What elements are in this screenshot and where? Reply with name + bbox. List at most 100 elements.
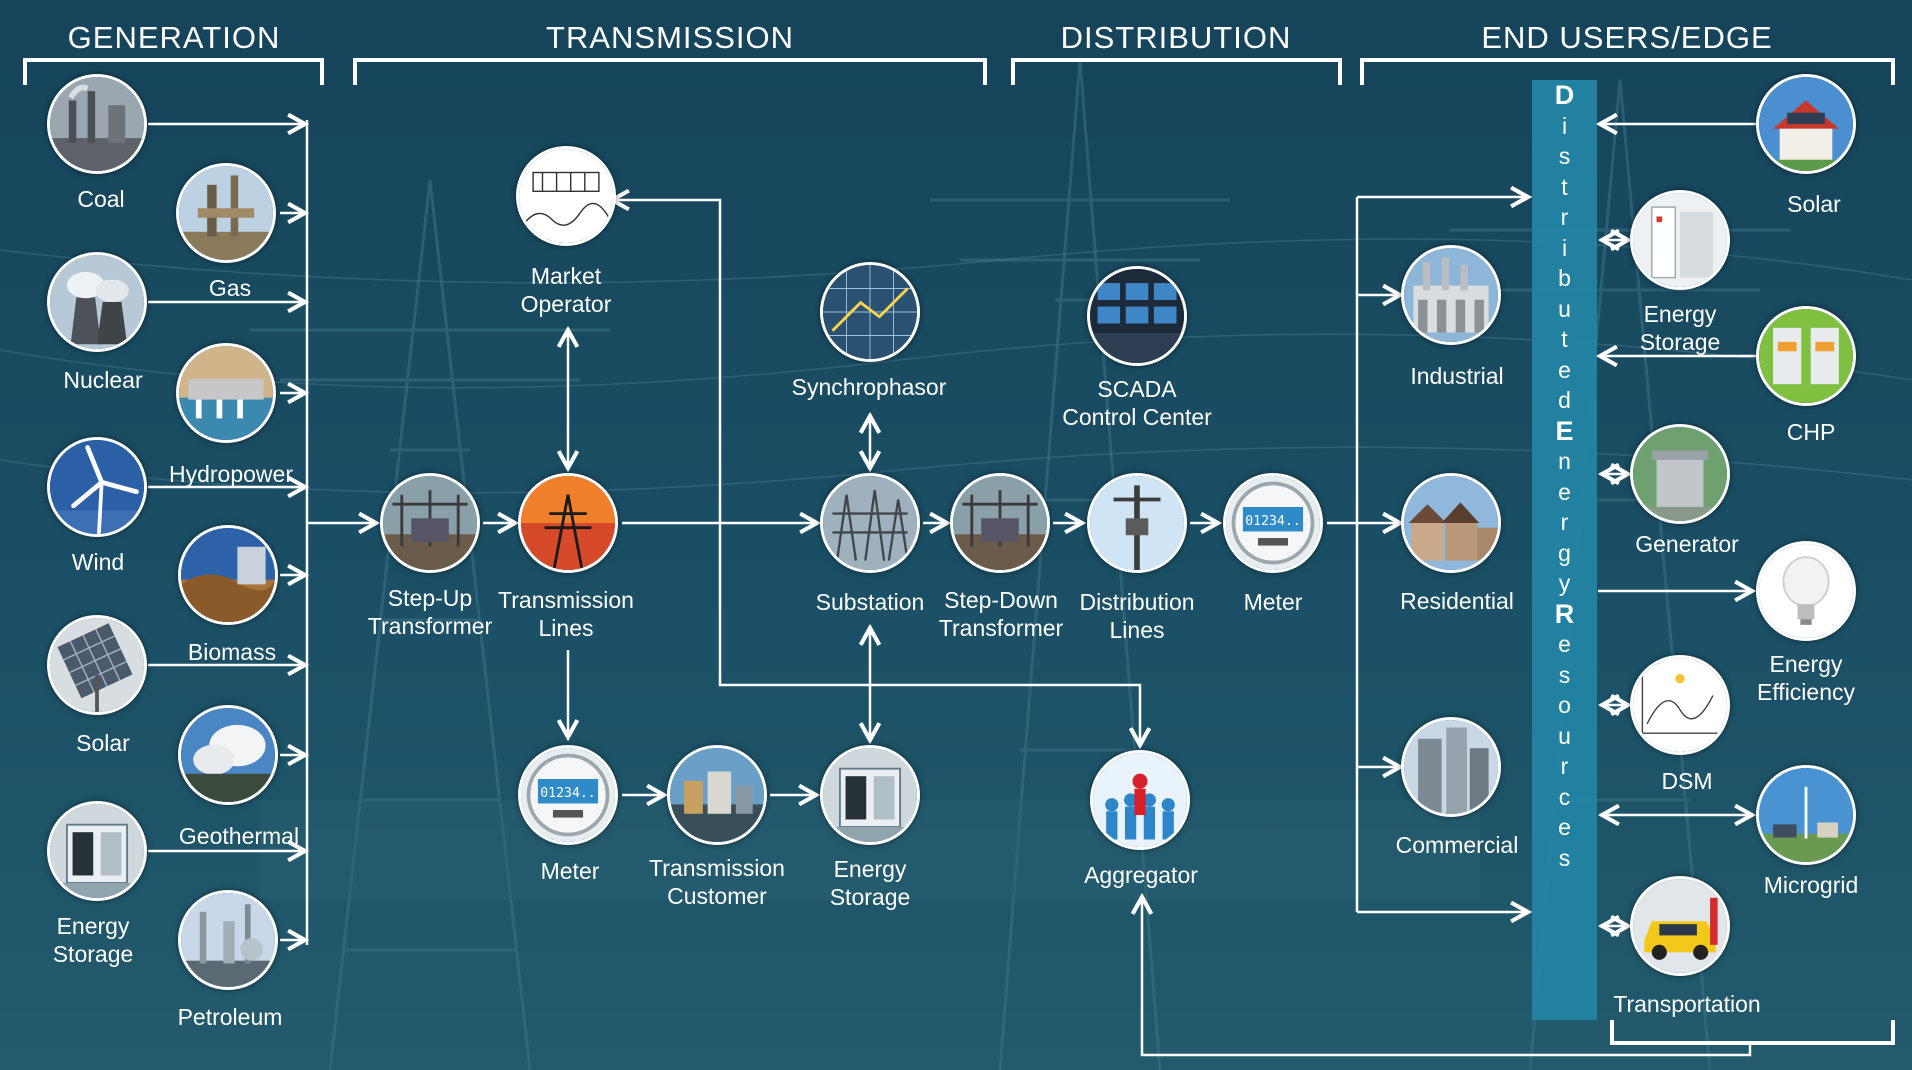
der-letter: e [1558, 478, 1571, 505]
meter-display: 01234.. [540, 786, 595, 801]
section-title-transmission: TRANSMISSION [546, 20, 794, 55]
label-line: Transformer [367, 613, 493, 639]
distribution-lines-label: Distribution Lines [1079, 588, 1194, 644]
der-letter: b [1558, 265, 1571, 291]
solar-generation-label: Solar [76, 729, 130, 757]
der-letter: u [1558, 722, 1571, 749]
wind-label: Wind [72, 548, 124, 576]
distribution-meter-label: Meter [1244, 588, 1303, 616]
label-line: Microgrid [1763, 872, 1859, 898]
generation-energy-storage-icon [47, 801, 147, 901]
solar-generation-icon [47, 615, 147, 715]
nuclear-label: Nuclear [63, 366, 142, 394]
der-solar-label: Solar [1787, 190, 1841, 218]
label-line: Efficiency [1756, 679, 1856, 705]
step-down-transformer-label: Step-Down Transformer [939, 586, 1063, 642]
generator-label: Generator [1635, 530, 1739, 558]
der-letter: o [1558, 692, 1571, 718]
label-line: Geothermal [178, 823, 300, 849]
hydropower-icon [176, 343, 276, 443]
der-letter: r [1560, 509, 1569, 535]
der-letter: y [1558, 570, 1571, 596]
industrial-icon [1401, 245, 1501, 345]
label-line: DSM [1661, 768, 1713, 794]
label-line: Transformer [938, 615, 1064, 641]
biomass-label: Biomass [188, 638, 276, 666]
label-line: Operator [520, 291, 612, 317]
label-line: Generator [1635, 531, 1739, 557]
distribution-meter-icon: 01234.. [1223, 473, 1323, 573]
meter-display: 01234.. [1245, 514, 1300, 529]
der-letter: c [1558, 783, 1571, 810]
der-letter: d [1558, 387, 1571, 413]
label-line: Biomass [187, 639, 277, 665]
geothermal-icon [178, 705, 278, 805]
label-line: Energy [56, 913, 130, 939]
der-letter: i [1561, 112, 1568, 139]
transmission-energy-storage-icon [820, 745, 920, 845]
label-line: Lines [1109, 617, 1165, 643]
market-operator-label: Market Operator [521, 262, 612, 318]
label-line: Industrial [1410, 363, 1504, 389]
microgrid-label: Microgrid [1764, 871, 1859, 899]
transmission-meter-icon: 01234.. [518, 745, 618, 845]
residential-icon [1401, 473, 1501, 573]
label-line: Solar [1787, 191, 1841, 217]
label-line: Transmission [498, 587, 634, 613]
dsm-label: DSM [1661, 767, 1712, 795]
der-energy-storage-icon [1630, 190, 1730, 290]
label-line: Energy [1769, 651, 1843, 677]
transportation-icon [1630, 876, 1730, 976]
label-line: Market [530, 263, 602, 289]
der-letter: s [1558, 661, 1571, 688]
label-line: Step-Down [944, 587, 1058, 613]
der-letter: r [1560, 204, 1569, 230]
petroleum-label: Petroleum [178, 1003, 283, 1031]
dsm-icon [1630, 655, 1730, 755]
chp-label: CHP [1787, 418, 1836, 446]
substation-label: Substation [816, 588, 925, 616]
commercial-label: Commercial [1396, 831, 1519, 859]
market-operator-icon [516, 146, 616, 246]
label-line: Substation [815, 589, 925, 615]
label-line: Meter [1243, 589, 1303, 615]
industrial-label: Industrial [1410, 362, 1503, 390]
hydropower-label: Hydropower [169, 460, 293, 488]
der-solar-icon [1756, 74, 1856, 174]
der-letter: t [1561, 326, 1568, 352]
der-letter: e [1558, 814, 1571, 840]
synchrophasor-icon [820, 262, 920, 362]
der-letter: e [1558, 356, 1571, 383]
coal-icon [47, 74, 147, 174]
label-line: Transmission [649, 855, 785, 881]
der-letter: E [1555, 415, 1574, 446]
label-line: Solar [76, 730, 130, 756]
label-line: Hydropower [169, 461, 293, 487]
der-letter: n [1558, 448, 1571, 474]
label-line: CHP [1786, 419, 1836, 445]
microgrid-icon [1756, 765, 1856, 865]
label-line: Energy [833, 856, 907, 882]
label-line: Nuclear [63, 367, 143, 393]
geothermal-label: Geothermal [179, 822, 299, 850]
wind-icon [47, 437, 147, 537]
label-line: Meter [540, 858, 600, 884]
petroleum-icon [178, 890, 278, 990]
label-line: Coal [77, 186, 125, 212]
synchrophasor-label: Synchrophasor [792, 373, 947, 401]
transmission-customer-icon [667, 745, 767, 845]
energy-efficiency-icon [1756, 541, 1856, 641]
residential-label: Residential [1400, 587, 1514, 615]
label-line: Customer [667, 883, 767, 909]
scada-icon [1087, 266, 1187, 366]
transmission-customer-label: Transmission Customer [649, 854, 785, 910]
generation-energy-storage-label: Energy Storage [53, 912, 134, 968]
transmission-meter-label: Meter [541, 857, 600, 885]
section-title-distribution: DISTRIBUTION [1060, 20, 1292, 55]
step-up-transformer-icon [380, 473, 480, 573]
label-line: Transportation [1613, 991, 1761, 1017]
transportation-label: Transportation [1613, 990, 1760, 1018]
aggregator-icon [1090, 750, 1190, 850]
